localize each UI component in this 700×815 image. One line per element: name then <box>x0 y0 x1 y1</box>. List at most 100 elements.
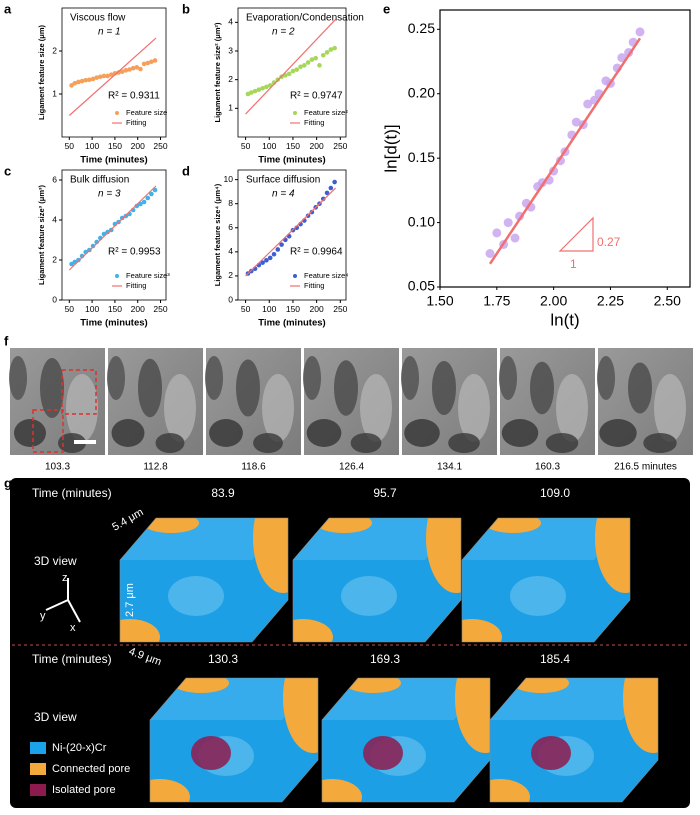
x-tick-label: 250 <box>153 141 167 151</box>
frame-time-label: 216.5 minutes <box>614 462 677 473</box>
y-tick-label: 4 <box>52 214 57 224</box>
annotation: n = 4 <box>272 189 295 200</box>
data-point <box>76 257 81 263</box>
volume-render <box>150 678 318 802</box>
data-point <box>332 179 337 185</box>
bright-feature <box>458 374 490 442</box>
dark-feature <box>628 362 652 414</box>
data-point <box>248 90 254 95</box>
dark-feature <box>205 356 223 400</box>
connected-pore <box>345 678 401 693</box>
x-axis-label: ln(t) <box>550 310 579 329</box>
connected-pore <box>120 619 160 642</box>
x-tick-label: 2.00 <box>540 292 567 308</box>
y-tick-label: 10 <box>224 174 234 184</box>
y-axis-label: Ligament feature size² (μm²) <box>213 22 222 123</box>
dark-feature <box>334 360 358 416</box>
connected-pore <box>455 678 490 753</box>
y-axis-label: ln[d(t)] <box>381 124 400 172</box>
data-point <box>279 242 284 247</box>
data-point <box>294 67 300 72</box>
volume-render <box>490 678 658 802</box>
dark-feature <box>432 361 456 415</box>
internal-feature <box>510 576 566 616</box>
panel-letter: d <box>182 163 190 178</box>
micrograph <box>303 348 399 455</box>
fit-line <box>245 19 337 115</box>
volume-render <box>293 518 461 642</box>
connected-pore <box>283 678 318 753</box>
x-tick-label: 100 <box>262 304 276 314</box>
fit-line <box>245 187 336 277</box>
y-tick-label: 6 <box>228 222 233 232</box>
data-point <box>138 66 143 72</box>
plot-frame <box>237 7 347 138</box>
dark-feature <box>404 419 440 447</box>
legend-marker <box>293 274 297 278</box>
dark-feature <box>545 433 579 453</box>
data-point <box>305 60 311 65</box>
x-tick-label: 1.50 <box>426 292 453 308</box>
data-point <box>503 218 513 228</box>
x-axis-label: Time (minutes) <box>80 155 147 166</box>
legend-label: Isolated pore <box>52 784 116 796</box>
bright-feature <box>360 374 392 442</box>
plot-frame <box>61 7 167 138</box>
data-point <box>571 117 581 127</box>
frame-time-label: 118.6 <box>241 462 266 473</box>
data-point <box>79 78 85 84</box>
connected-pore <box>322 779 362 802</box>
micrograph <box>107 348 203 455</box>
bright-feature <box>556 374 588 442</box>
data-point <box>320 53 326 58</box>
data-point <box>256 87 262 92</box>
time-value: 95.7 <box>373 486 397 500</box>
data-point <box>134 65 140 70</box>
time-value: 83.9 <box>211 486 235 500</box>
data-point <box>116 70 121 75</box>
data-point <box>130 65 136 71</box>
dark-feature <box>401 356 419 400</box>
coordinate-axis <box>67 599 81 623</box>
frame-time-label: 103.3 <box>45 462 70 473</box>
panel-letter: c <box>4 163 11 178</box>
connected-pore <box>513 678 569 693</box>
panel-title: Surface diffusion <box>246 175 320 186</box>
dark-feature <box>303 356 321 400</box>
y-tick-label: 2 <box>228 270 233 280</box>
panel-letter: a <box>4 1 12 16</box>
y-axis-label: Ligament feature size⁴ (μm⁴) <box>213 183 222 286</box>
dark-feature <box>14 419 46 447</box>
legend-marker <box>293 111 297 115</box>
legend-label: Fitting <box>304 281 324 290</box>
data-point <box>309 209 315 215</box>
panel-title: Evaporation/Condensation <box>246 13 364 24</box>
dark-feature <box>597 356 615 400</box>
legend-swatch <box>30 784 46 796</box>
y-tick-label: 8 <box>228 198 233 208</box>
bright-feature <box>164 374 196 442</box>
panel-title: Bulk diffusion <box>70 175 129 186</box>
dark-feature <box>350 433 382 453</box>
frame-time-label: 134.1 <box>437 462 462 473</box>
view-label: 3D view <box>34 554 77 568</box>
y-tick-label: 2 <box>228 74 233 84</box>
data-point <box>324 50 330 55</box>
data-point <box>105 73 110 79</box>
data-point <box>290 68 296 74</box>
x-tick-label: 200 <box>131 304 145 314</box>
data-point <box>90 76 96 82</box>
isolated-pore <box>363 736 403 770</box>
data-point <box>309 57 315 62</box>
data-point <box>328 185 334 191</box>
axis-glyph-label: x <box>70 622 76 634</box>
box-outline <box>461 517 631 643</box>
x-tick-label: 100 <box>262 141 276 151</box>
y-tick-label: 4 <box>228 17 233 27</box>
y-tick-label: 1 <box>228 103 233 113</box>
connected-pore <box>426 518 461 593</box>
legend-label: Ni-(20-x)Cr <box>52 742 107 754</box>
legend-swatch <box>30 742 46 754</box>
time-header: Time (minutes) <box>32 652 112 666</box>
data-point <box>328 47 334 52</box>
